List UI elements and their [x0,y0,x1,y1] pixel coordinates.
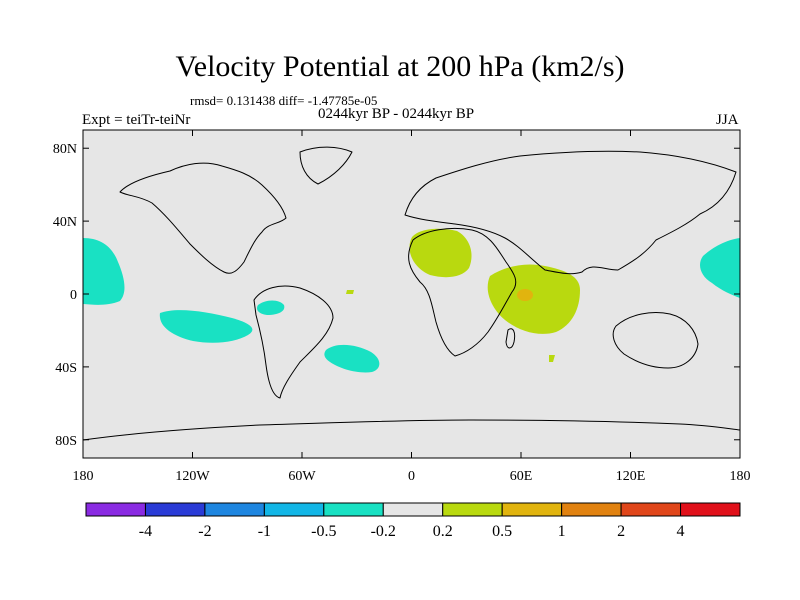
colorbar-swatch [323,502,384,517]
colorbar-swatch [561,502,622,517]
coastlines [82,146,741,441]
colorbar-level-label: -0.5 [311,523,336,540]
colorbar-swatch [204,502,265,517]
latitude-axis: 80N 40N 0 40S 80S [53,142,740,449]
stronger-positive-core [517,289,533,301]
colorbar-swatch [442,502,503,517]
stats-label: rmsd= 0.131438 diff= -1.47785e-05 [190,93,378,108]
lat-tick-label: 80S [55,434,77,449]
negative-region-central-pacific [83,238,125,305]
lon-tick-label: 60W [288,469,316,484]
lon-tick-label: 120E [616,469,646,484]
positive-region-small-atlantic [346,290,354,294]
positive-region-small-south-indian [549,355,555,362]
coastline-south-america [253,285,334,399]
lon-tick-label: 120W [175,469,210,484]
lon-tick-label: 180 [73,469,94,484]
colorbar-swatch [501,502,563,517]
map-background [83,130,740,458]
colorbar-level-label: 1 [558,523,566,540]
colorbar-swatch [144,502,206,517]
period-label: 0244kyr BP - 0244kyr BP [318,106,475,122]
negative-region-peru [257,300,285,315]
colorbar-level-label: 2 [617,523,625,540]
experiment-label: Expt = teiTr-teiNr [82,112,191,128]
colorbar-level-label: 0.5 [492,523,512,540]
season-label: JJA [716,112,739,128]
anomaly-fills [83,228,740,373]
lat-tick-label: 80N [53,142,77,157]
colorbar: -4 -2 -1 -0.5 -0.2 0.2 0.5 1 2 4 [85,502,741,540]
colorbar-level-label: -0.2 [371,523,396,540]
negative-region-east-pacific [159,310,253,343]
figure-title: Velocity Potential at 200 hPa (km2/s) [175,50,625,83]
colorbar-swatch [680,502,741,517]
negative-region-south-atlantic [324,344,380,373]
positive-region-indian-ocean [487,264,580,334]
colorbar-swatch [382,502,444,517]
coastline-africa [408,227,517,357]
lon-tick-label: 60E [510,469,533,484]
coastline-greenland [299,146,353,185]
colorbar-swatch [263,502,325,517]
colorbar-level-label: -4 [139,523,152,540]
coastline-eurasia [404,150,737,275]
longitude-axis: 180 120W 60W 0 60E 120E 180 [73,130,751,484]
positive-region-north-africa [409,228,472,278]
colorbar-swatch [620,502,682,517]
lat-tick-label: 0 [70,288,77,303]
colorbar-level-label: -2 [198,523,211,540]
lon-tick-label: 0 [408,469,415,484]
negative-region-west-pacific [700,238,740,298]
lat-tick-label: 40S [55,361,77,376]
coastline-australia [612,312,699,369]
lat-tick-label: 40N [53,215,77,230]
coastline-madagascar [505,328,516,349]
lon-tick-label: 180 [730,469,751,484]
colorbar-level-label: 4 [677,523,685,540]
colorbar-level-label: 0.2 [433,523,453,540]
colorbar-level-label: -1 [258,523,271,540]
coastline-antarctica [82,419,741,441]
coastline-north-america [119,162,287,274]
colorbar-swatch [85,502,146,517]
